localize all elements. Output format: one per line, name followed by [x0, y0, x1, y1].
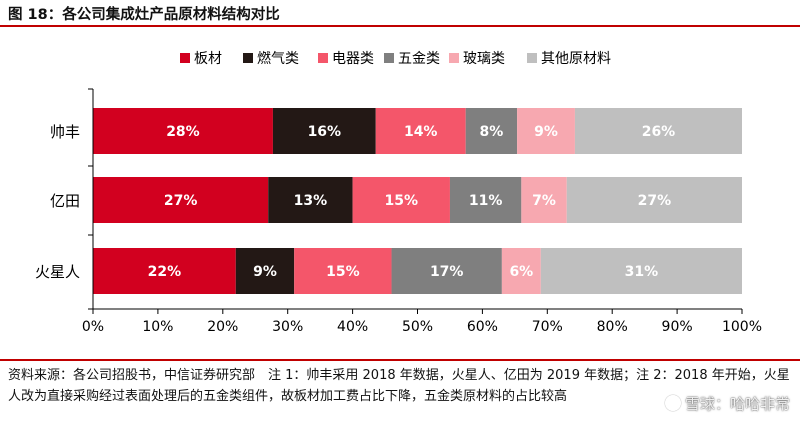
data-label: 31% [625, 264, 659, 280]
x-tick-label: 50% [402, 319, 433, 335]
data-label: 26% [642, 124, 676, 140]
legend-swatch [384, 53, 394, 63]
data-label: 27% [164, 193, 198, 209]
x-tick-label: 10% [142, 319, 173, 335]
bar-segment [272, 108, 376, 154]
legend-swatch [527, 53, 537, 63]
legend-item: 板材 [180, 51, 222, 67]
legend-item: 燃气类 [243, 50, 299, 67]
title-divider [0, 25, 800, 27]
legend-label: 玻璃类 [463, 50, 505, 67]
source-note: 资料来源：各公司招股书，中信证券研究部 注 1：帅丰采用 2018 年数据，火星… [8, 368, 790, 404]
axes-layer: 0% 10% 20% 30% 40% 50% 60% 70% 80% 90% 100% [82, 88, 762, 335]
data-label: 7% [532, 193, 556, 209]
bar-segment [391, 248, 502, 294]
legend-label: 燃气类 [257, 50, 299, 67]
category-label: 亿田 [50, 192, 80, 210]
data-label: 13% [294, 193, 328, 209]
data-label: 6% [509, 264, 533, 280]
bar-row: 28% 16% 14% 8% 9% 26% 帅丰 [50, 108, 742, 154]
bar-segment [294, 248, 392, 294]
x-tick-label: 40% [337, 319, 368, 335]
snowball-icon [664, 395, 681, 411]
category-label: 火星人 [35, 263, 80, 281]
chart-title: 图 18：各公司集成灶产品原材料结构对比 [8, 7, 280, 23]
data-label: 11% [469, 193, 503, 209]
data-label: 8% [480, 124, 504, 140]
legend-swatch [180, 53, 190, 63]
legend-item: 电器类 [318, 51, 374, 67]
data-label: 14% [404, 124, 438, 140]
legend-label: 电器类 [332, 51, 374, 67]
bar-segment [93, 108, 273, 154]
category-label: 帅丰 [50, 123, 80, 141]
legend-item: 其他原材料 [527, 51, 611, 67]
bar-row: 27% 13% 15% 11% 7% 27% 亿田 [50, 177, 742, 223]
data-label: 16% [308, 124, 342, 140]
data-label: 22% [148, 264, 182, 280]
x-tick-label: 20% [207, 319, 238, 335]
x-tick-label: 60% [467, 319, 498, 335]
legend-swatch [243, 53, 253, 63]
watermark-text: 雪球：哈哈非常 [684, 395, 790, 413]
legend-label: 五金类 [398, 51, 440, 67]
data-label: 15% [385, 193, 419, 209]
bar-segment [521, 177, 567, 223]
x-tick-label: 90% [662, 319, 693, 335]
legend-swatch [449, 53, 459, 63]
bar-segment [352, 177, 450, 223]
data-label: 17% [430, 264, 464, 280]
data-label: 28% [166, 124, 200, 140]
watermark: 雪球：哈哈非常 [664, 393, 790, 414]
legend-swatch [318, 53, 328, 63]
bar-segment [540, 248, 742, 294]
legend-item: 玻璃类 [449, 50, 505, 67]
x-tick-label: 70% [532, 319, 563, 335]
bar-segment [93, 177, 269, 223]
bar-row: 22% 9% 15% 17% 6% 31% 火星人 [35, 248, 742, 294]
data-label: 15% [326, 264, 360, 280]
x-tick-label: 0% [82, 319, 104, 335]
data-label: 9% [534, 124, 558, 140]
bar-segment [566, 177, 742, 223]
legend-label: 其他原材料 [541, 51, 611, 67]
stacked-bar-chart: 板材 燃气类 电器类 五金类 玻璃类 其他原材料 28% 16% 14% 8% 9% 26% 帅丰 27… [35, 50, 762, 335]
bar-segment [517, 108, 575, 154]
legend: 板材 燃气类 电器类 五金类 玻璃类 其他原材料 [180, 50, 611, 67]
bar-segment [375, 108, 466, 154]
data-label: 9% [253, 264, 277, 280]
bar-segment [449, 177, 522, 223]
bar-segment [268, 177, 353, 223]
x-tick-label: 30% [272, 319, 303, 335]
source-divider [0, 359, 800, 361]
bar-segment [235, 248, 295, 294]
bar-segment [93, 248, 236, 294]
x-tick-label: 80% [597, 319, 628, 335]
bar-segment [465, 108, 518, 154]
bars-layer: 28% 16% 14% 8% 9% 26% 帅丰 27% 13% 15% 11% 7% 27% 亿田 22%… [35, 108, 742, 294]
bar-segment [574, 108, 742, 154]
legend-item: 五金类 [384, 51, 440, 67]
legend-label: 板材 [194, 51, 222, 67]
data-label: 27% [638, 193, 672, 209]
x-tick-label: 100% [722, 319, 762, 335]
bar-segment [501, 248, 541, 294]
